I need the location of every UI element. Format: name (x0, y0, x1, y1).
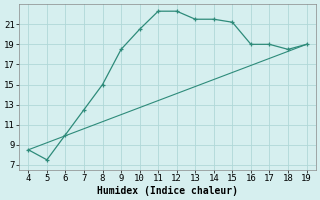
X-axis label: Humidex (Indice chaleur): Humidex (Indice chaleur) (97, 186, 238, 196)
